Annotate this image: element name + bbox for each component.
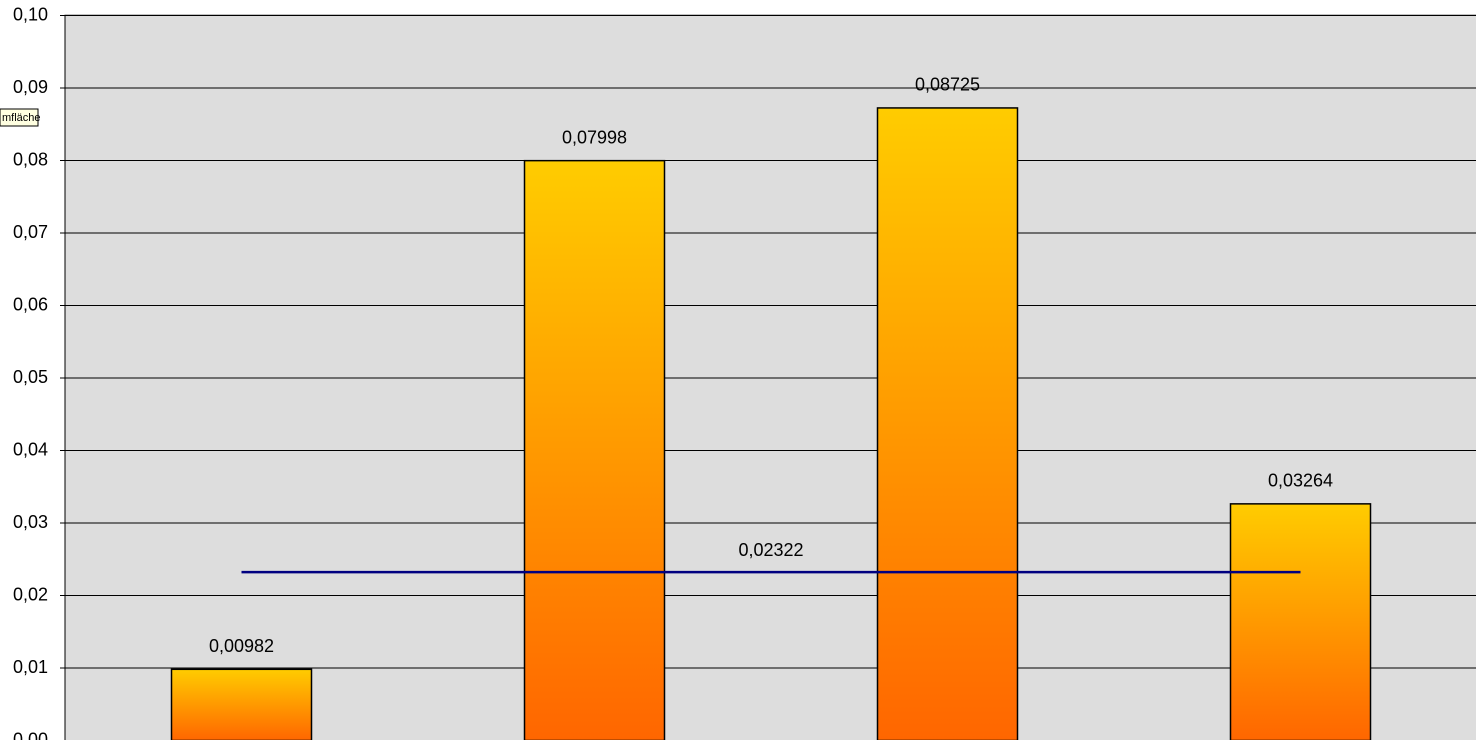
y-tick-label: 0,09 bbox=[13, 77, 48, 97]
bar bbox=[1229, 503, 1372, 740]
y-tick-label: 0,07 bbox=[13, 222, 48, 242]
reference-label: 0,02322 bbox=[738, 540, 803, 560]
tooltip-box bbox=[0, 108, 39, 127]
y-tick-label: 0,01 bbox=[13, 657, 48, 677]
value-label: 0,08725 bbox=[915, 75, 980, 95]
y-tick-label: 0,05 bbox=[13, 367, 48, 387]
y-tick-label: 0,06 bbox=[13, 294, 48, 314]
y-tick-label: 0,00 bbox=[13, 729, 48, 740]
tooltip: mfläche bbox=[2, 112, 41, 124]
y-tick-label: 0,08 bbox=[13, 149, 48, 169]
value-label: 0,07998 bbox=[562, 127, 627, 147]
y-tick-label: 0,10 bbox=[13, 4, 48, 24]
bar bbox=[523, 159, 666, 740]
y-tick-label: 0,02 bbox=[13, 584, 48, 604]
bar bbox=[170, 668, 313, 740]
y-tick-label: 0,03 bbox=[13, 512, 48, 532]
bar bbox=[876, 107, 1019, 740]
value-label: 0,03264 bbox=[1268, 471, 1333, 491]
y-tick-label: 0,04 bbox=[13, 439, 48, 459]
value-label: 0,00982 bbox=[209, 636, 274, 656]
